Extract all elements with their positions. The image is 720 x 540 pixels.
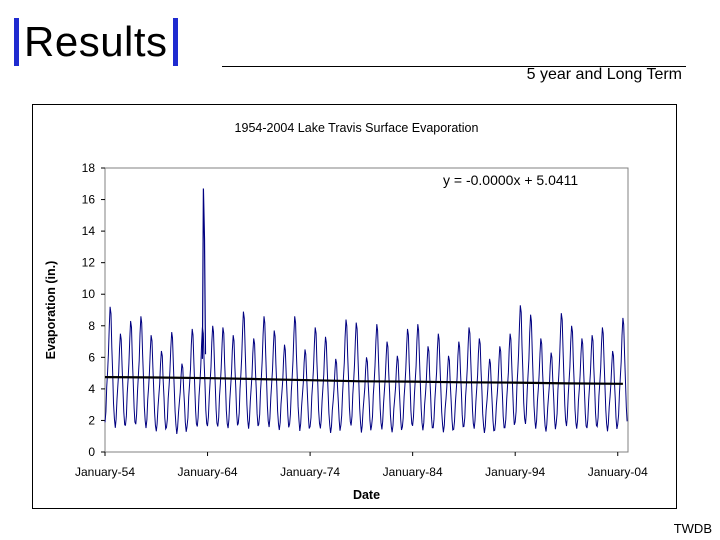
x-tick-label: January-84	[383, 465, 443, 479]
slide-subtitle: 5 year and Long Term	[526, 66, 682, 83]
y-tick-label: 10	[82, 287, 96, 301]
y-tick-label: 8	[88, 319, 95, 333]
monthly-evaporation-line	[104, 305, 628, 434]
x-tick-label: January-74	[280, 465, 340, 479]
x-tick-label: January-54	[75, 465, 135, 479]
trend-equation: y = -0.0000x + 5.0411	[443, 172, 578, 188]
x-tick-label: January-64	[178, 465, 238, 479]
chart-title: 1954-2004 Lake Travis Surface Evaporatio…	[235, 121, 479, 135]
y-tick-label: 14	[82, 224, 96, 238]
x-axis-label: Date	[353, 488, 380, 502]
title-rule	[222, 66, 686, 67]
y-tick-label: 0	[88, 445, 95, 459]
y-tick-label: 6	[88, 350, 95, 364]
trend-line	[104, 376, 623, 385]
title-right-bar	[172, 18, 178, 66]
x-tick-label: January-04	[588, 465, 648, 479]
y-tick-label: 12	[82, 256, 96, 270]
footer-label: TWDB	[673, 521, 712, 536]
slide-title: Results	[14, 18, 178, 66]
y-tick-label: 16	[82, 193, 96, 207]
evaporation-chart: 1954-2004 Lake Travis Surface Evaporatio…	[44, 121, 648, 502]
y-axis-label: Evaporation (in.)	[44, 261, 58, 360]
plot-area	[104, 167, 629, 453]
outlier-spike	[201, 188, 207, 359]
title-left-bar	[14, 18, 19, 66]
y-tick-label: 2	[88, 413, 95, 427]
y-tick-label: 4	[88, 382, 95, 396]
y-tick-label: 18	[82, 161, 96, 175]
chart-frame: 1954-2004 Lake Travis Surface Evaporatio…	[32, 104, 677, 509]
x-tick-label: January-94	[485, 465, 545, 479]
slide-title-text: Results	[24, 18, 168, 65]
